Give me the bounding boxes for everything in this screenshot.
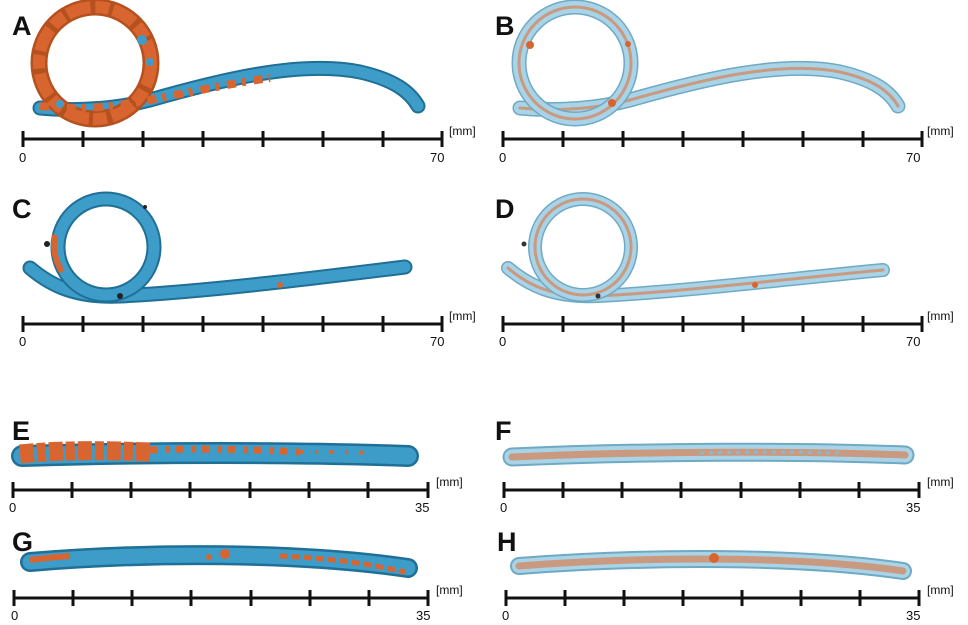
scale-bar-c: 0 70 [mm] — [19, 309, 476, 349]
scale-end-a: 70 — [430, 150, 444, 165]
stent-model-c — [22, 191, 413, 304]
scale-bar-d: 0 70 [mm] — [499, 309, 954, 349]
panel-a: A 0 70 [mm] — [12, 0, 476, 165]
scale-start-b: 0 — [499, 150, 506, 165]
scale-start-c: 0 — [19, 334, 26, 349]
scale-unit-b: [mm] — [927, 124, 954, 138]
stent-model-a — [30, 0, 426, 128]
stent-model-b — [511, 0, 906, 127]
scale-unit-d: [mm] — [927, 309, 954, 323]
scale-bar-e: 0 35 [mm] — [9, 475, 463, 515]
panel-label-d: D — [495, 194, 515, 224]
scale-unit-g: [mm] — [436, 583, 463, 597]
scale-start-e: 0 — [9, 500, 16, 515]
stent-model-g — [20, 545, 418, 578]
panel-label-e: E — [12, 416, 30, 446]
panel-c: C 0 70 [mm] — [12, 191, 476, 349]
panel-label-b: B — [495, 11, 515, 41]
scale-unit-a: [mm] — [449, 124, 476, 138]
stent-model-f — [502, 442, 915, 467]
panel-e: E 0 35 [mm] — [9, 416, 463, 515]
scale-bar-f: 0 35 [mm] — [500, 475, 954, 515]
panel-b: B 0 70 [mm] — [495, 0, 954, 165]
scale-start-f: 0 — [500, 500, 507, 515]
panel-label-h: H — [497, 527, 517, 557]
stent-model-d — [501, 192, 890, 304]
scale-bar-a: 0 70 [mm] — [19, 124, 476, 165]
scale-start-g: 0 — [11, 608, 18, 623]
panel-label-g: G — [12, 527, 33, 557]
scale-unit-f: [mm] — [927, 475, 954, 489]
scale-end-d: 70 — [906, 334, 920, 349]
scale-end-g: 35 — [416, 608, 430, 623]
scale-end-f: 35 — [906, 500, 920, 515]
panel-label-f: F — [495, 416, 512, 446]
scale-start-a: 0 — [19, 150, 26, 165]
panel-g: G 0 35 [mm] — [11, 527, 463, 623]
panel-d: D 0 70 [mm] — [495, 192, 954, 349]
scale-bar-g: 0 35 [mm] — [11, 583, 463, 623]
stent-model-h — [510, 550, 912, 580]
stent-model-e — [11, 441, 419, 467]
panel-label-a: A — [12, 11, 32, 41]
scale-unit-h: [mm] — [927, 583, 954, 597]
scale-bar-h: 0 35 [mm] — [502, 583, 954, 623]
panel-label-c: C — [12, 194, 32, 224]
scale-end-c: 70 — [430, 334, 444, 349]
scale-end-e: 35 — [415, 500, 429, 515]
panel-f: F 0 35 [mm] — [495, 416, 954, 515]
scale-end-h: 35 — [906, 608, 920, 623]
scale-unit-e: [mm] — [436, 475, 463, 489]
scale-end-b: 70 — [906, 150, 920, 165]
panel-h: H 0 35 [mm] — [497, 527, 954, 623]
scale-bar-b: 0 70 [mm] — [499, 124, 954, 165]
scale-unit-c: [mm] — [449, 309, 476, 323]
scale-start-h: 0 — [502, 608, 509, 623]
scale-start-d: 0 — [499, 334, 506, 349]
